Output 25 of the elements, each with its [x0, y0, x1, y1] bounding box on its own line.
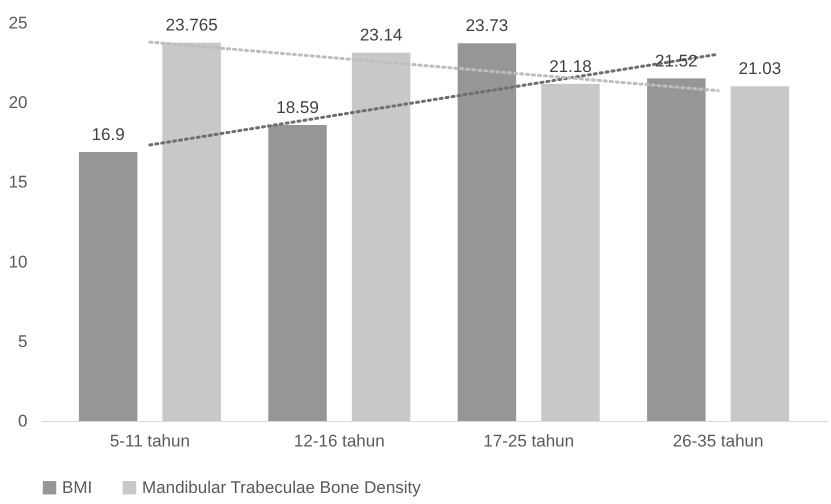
bar [458, 43, 516, 421]
x-tick-label: 26-35 tahun [672, 432, 764, 450]
data-label: 21.03 [738, 59, 782, 78]
data-label: 21.18 [549, 56, 592, 76]
bar [541, 84, 600, 421]
x-tick-label: 5-11 tahun [110, 432, 190, 450]
y-tick-label: 0 [18, 412, 28, 430]
bar [268, 125, 327, 421]
legend-label: Mandibular Trabeculae Bone Density [142, 478, 422, 497]
y-tick-label: 25 [8, 14, 28, 32]
legend-label: BMI [62, 478, 92, 497]
y-tick-label: 20 [8, 93, 28, 112]
y-tick-label: 10 [8, 252, 28, 272]
bar [78, 152, 138, 421]
bar [730, 86, 790, 421]
data-label: 23.765 [166, 16, 218, 35]
x-tick-label: 17-25 tahun [483, 432, 574, 450]
data-label: 23.14 [360, 26, 402, 45]
data-label: 23.73 [466, 16, 508, 36]
x-tick-label: 12-16 tahun [294, 432, 385, 450]
bar [647, 78, 706, 421]
data-label: 18.59 [276, 98, 319, 118]
data-label: 16.9 [92, 124, 125, 144]
y-tick-label: 15 [8, 172, 28, 192]
y-tick-label: 5 [18, 332, 28, 351]
